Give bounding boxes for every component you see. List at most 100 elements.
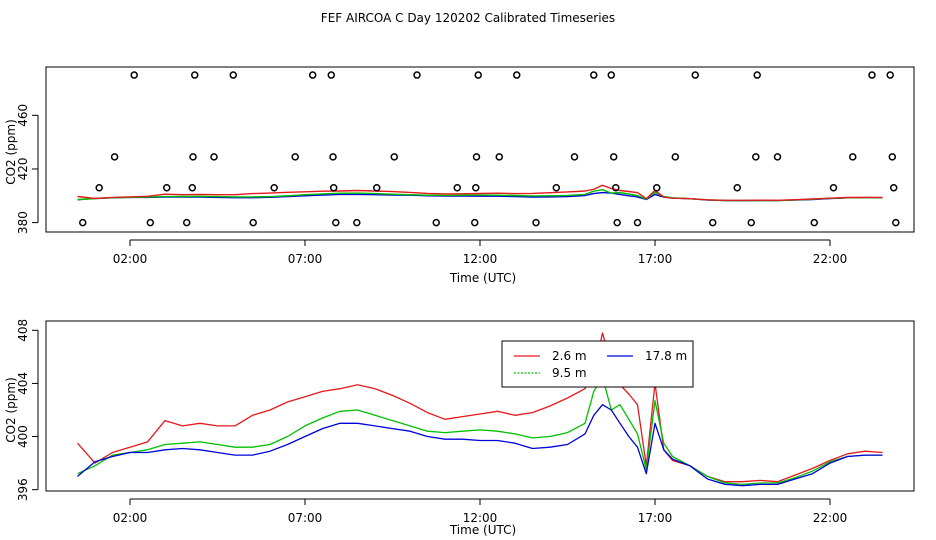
- data-point: [329, 153, 337, 161]
- data-point: [191, 71, 199, 79]
- data-point: [590, 71, 598, 79]
- bottom-x-tick-label: 12:00: [463, 511, 498, 525]
- legend-label-17-8m: 17.8 m: [645, 349, 687, 363]
- data-point: [752, 153, 760, 161]
- data-point: [753, 71, 761, 79]
- data-point: [709, 218, 717, 227]
- data-point: [353, 218, 361, 227]
- data-point: [270, 183, 278, 192]
- top-x-tick-label: 17:00: [638, 252, 673, 266]
- bottom-series-group: [77, 332, 883, 487]
- series-line-17-8-m: [77, 404, 883, 487]
- top-x-tick-label: 22:00: [813, 252, 848, 266]
- data-point: [79, 218, 87, 227]
- data-point: [472, 183, 480, 192]
- data-point: [671, 153, 680, 161]
- top-series-group: [77, 184, 883, 202]
- top-y-axis-label: CO2 (ppm): [4, 119, 18, 185]
- data-point: [849, 153, 857, 161]
- top-plot-frame: [45, 66, 915, 233]
- data-point: [453, 183, 461, 192]
- top-x-axis: 02:00 07:00 12:00 17:00 22:00: [113, 239, 848, 266]
- series-line-9-5-m: [77, 376, 883, 486]
- data-point: [653, 183, 661, 192]
- top-panel: 02:00 07:00 12:00 17:00 22:00 380 420 460 Time…: [4, 66, 915, 285]
- data-point: [188, 183, 197, 192]
- data-point: [472, 153, 481, 161]
- top-y-tick-label: 460: [16, 104, 30, 127]
- bottom-x-axis: 02:00 07:00 12:00 17:00 22:00: [113, 498, 848, 525]
- bottom-y-tick-label: 396: [16, 478, 30, 501]
- figure-title: FEF AIRCOA C Day 120202 Calibrated Times…: [321, 11, 615, 25]
- bottom-y-tick-label: 408: [16, 319, 30, 342]
- data-point: [552, 183, 561, 192]
- bottom-x-axis-label: Time (UTC): [449, 523, 516, 537]
- top-points-group: [79, 71, 900, 227]
- legend-label-2-6m: 2.6 m: [552, 349, 587, 363]
- legend-box: [501, 340, 694, 388]
- data-point: [373, 183, 381, 192]
- bottom-y-axis: 396 400 404 408: [16, 319, 39, 501]
- data-point: [612, 183, 620, 192]
- data-point: [892, 218, 900, 227]
- data-point: [130, 71, 138, 79]
- data-point: [110, 153, 119, 161]
- top-x-axis-label: Time (UTC): [449, 271, 516, 285]
- data-point: [146, 218, 155, 227]
- data-point: [513, 71, 521, 79]
- top-series-line-9-5-m: [77, 188, 883, 202]
- bottom-x-tick-label: 17:00: [638, 511, 673, 525]
- bottom-panel: 02:00 07:00 12:00 17:00 22:00 396 400 404 408 T…: [4, 319, 915, 537]
- data-point: [889, 183, 898, 192]
- data-point: [733, 183, 741, 192]
- data-point: [747, 218, 755, 227]
- data-point: [189, 153, 197, 161]
- bottom-x-tick-label: 07:00: [288, 511, 323, 525]
- bottom-y-tick-label: 404: [16, 372, 30, 395]
- bottom-x-tick-label: 02:00: [113, 511, 148, 525]
- data-point: [810, 218, 818, 227]
- data-point: [886, 71, 894, 79]
- bottom-y-tick-label: 400: [16, 425, 30, 448]
- data-point: [432, 218, 440, 227]
- data-point: [249, 218, 257, 227]
- data-point: [607, 71, 615, 79]
- data-point: [332, 218, 340, 227]
- data-point: [495, 153, 503, 161]
- data-point: [474, 71, 482, 79]
- legend: 2.6 m 9.5 m 17.8 m: [501, 340, 694, 388]
- legend-label-9-5m: 9.5 m: [552, 366, 587, 380]
- data-point: [633, 218, 642, 227]
- series-line-2-6-m: [77, 332, 883, 483]
- top-y-tick-label: 420: [16, 157, 30, 180]
- data-point: [95, 183, 103, 192]
- data-point: [308, 71, 317, 79]
- top-y-axis: 380 420 460: [16, 104, 39, 234]
- data-point: [773, 153, 782, 161]
- top-y-tick-label: 380: [16, 211, 30, 234]
- data-point: [868, 71, 876, 79]
- data-point: [532, 218, 540, 227]
- data-point: [613, 218, 621, 227]
- bottom-y-axis-label: CO2 (ppm): [4, 377, 18, 443]
- top-x-tick-label: 07:00: [288, 252, 323, 266]
- data-point: [888, 153, 897, 161]
- data-point: [829, 183, 838, 192]
- top-x-tick-label: 12:00: [463, 252, 498, 266]
- data-point: [182, 218, 191, 227]
- bottom-x-tick-label: 22:00: [813, 511, 848, 525]
- top-series-line-2-6-m: [77, 184, 883, 202]
- data-point: [609, 153, 618, 161]
- data-point: [570, 153, 579, 161]
- data-point: [691, 71, 699, 79]
- data-point: [329, 183, 338, 192]
- data-point: [471, 218, 479, 227]
- data-point: [163, 183, 171, 192]
- data-point: [229, 71, 237, 79]
- data-point: [210, 153, 218, 161]
- data-point: [327, 71, 335, 79]
- data-point: [413, 71, 421, 79]
- bottom-plot-frame: [45, 320, 915, 492]
- top-x-tick-label: 02:00: [113, 252, 148, 266]
